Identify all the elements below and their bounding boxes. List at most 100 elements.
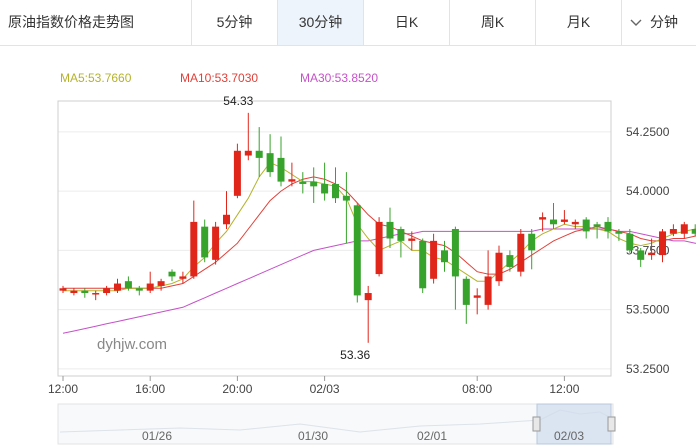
candle — [419, 238, 427, 294]
candle-body — [419, 240, 427, 289]
candle — [506, 250, 514, 272]
candle — [321, 162, 329, 201]
low-annotation: 53.36 — [340, 348, 370, 362]
candle — [103, 285, 111, 296]
candle — [114, 278, 121, 294]
candle-body — [59, 288, 67, 291]
candle-body — [506, 255, 514, 267]
chevron-down-icon — [630, 0, 642, 45]
candle — [288, 162, 296, 187]
candle-body — [124, 281, 132, 289]
candle-body — [637, 250, 645, 260]
candle — [255, 127, 263, 177]
candle-body — [441, 250, 448, 263]
candle — [135, 285, 143, 296]
candle — [462, 276, 470, 324]
candle-body — [277, 157, 285, 182]
candle — [233, 143, 241, 199]
candle-body — [103, 288, 111, 294]
navigator-right-handle[interactable] — [607, 416, 616, 432]
candle-body — [626, 233, 634, 251]
candle-body — [157, 281, 165, 286]
navigator-track — [57, 403, 614, 445]
ma30-line — [62, 228, 696, 334]
candle — [550, 202, 557, 230]
tab-monthly-k[interactable]: 月K — [536, 0, 622, 45]
candle-body — [397, 229, 405, 241]
candle — [593, 221, 601, 239]
candle — [81, 288, 89, 298]
candle-body — [114, 283, 121, 291]
candle — [353, 202, 361, 303]
navigator-left-handle[interactable] — [532, 416, 541, 432]
candle-body — [593, 224, 601, 227]
candle-body — [233, 150, 241, 196]
candle — [691, 224, 696, 237]
candle-body — [332, 183, 339, 199]
candle-body — [70, 290, 78, 294]
navigator-selection[interactable] — [536, 403, 612, 445]
candle-body — [408, 238, 416, 241]
tab-weekly-k[interactable]: 周K — [450, 0, 536, 45]
navigator-label: 01/26 — [142, 429, 172, 443]
candle — [277, 136, 285, 187]
candle — [680, 221, 688, 239]
tab-30min[interactable]: 30分钟 — [278, 0, 364, 45]
tab-5min[interactable]: 5分钟 — [192, 0, 278, 45]
interval-dropdown-label: 分钟 — [650, 14, 678, 30]
candle — [495, 245, 503, 286]
candle-body — [146, 283, 154, 291]
candle-body — [135, 288, 143, 291]
candle — [146, 271, 154, 294]
candle — [386, 207, 394, 248]
interval-dropdown[interactable]: 分钟 — [622, 0, 696, 45]
candle-body — [179, 276, 187, 279]
candle-body — [299, 181, 307, 184]
y-tick-label: 53.5000 — [626, 303, 670, 317]
tab-daily-k[interactable]: 日K — [364, 0, 450, 45]
candle-body — [571, 221, 579, 225]
candle — [659, 229, 666, 263]
candle-body — [680, 224, 688, 234]
x-tick-label: 02/03 — [310, 382, 340, 396]
candle-body — [550, 219, 557, 225]
candle-body — [201, 226, 209, 258]
high-annotation: 54.33 — [223, 94, 253, 108]
candle — [212, 221, 220, 265]
navigator-label: 02/01 — [417, 429, 447, 443]
candle-body — [659, 231, 666, 256]
candle-body — [462, 278, 470, 305]
candle — [70, 288, 78, 296]
candle — [669, 224, 677, 237]
candle — [397, 226, 405, 258]
candle-body — [81, 290, 89, 294]
candle-body — [321, 183, 329, 194]
candle-body — [168, 271, 176, 277]
plot-frame — [57, 100, 612, 377]
candle — [539, 212, 547, 232]
y-tick-label: 53.7500 — [626, 243, 670, 257]
candle — [637, 247, 645, 267]
candle-body — [223, 214, 230, 225]
candle-body — [244, 150, 252, 156]
candle — [517, 229, 525, 277]
candle — [179, 271, 187, 284]
y-tick-label: 54.2500 — [626, 125, 670, 139]
x-axis: 12:00 16:00 20:00 02/03 08:00 12:00 — [48, 376, 580, 396]
candle-body — [451, 229, 459, 277]
candle — [571, 219, 579, 230]
candles — [59, 112, 696, 343]
candle-body — [386, 221, 394, 239]
candle-body — [375, 221, 383, 275]
candle — [157, 278, 165, 291]
candle-body — [342, 195, 350, 201]
candle-body — [212, 226, 220, 260]
candle — [168, 269, 176, 282]
candle — [201, 219, 209, 263]
candle — [648, 238, 656, 260]
ma-lines — [62, 161, 696, 334]
x-tick-label: 12:00 — [48, 382, 78, 396]
navigator-label: 02/03 — [554, 429, 584, 443]
legend-ma5: MA5:53.7660 — [60, 71, 132, 85]
candle — [342, 172, 350, 244]
